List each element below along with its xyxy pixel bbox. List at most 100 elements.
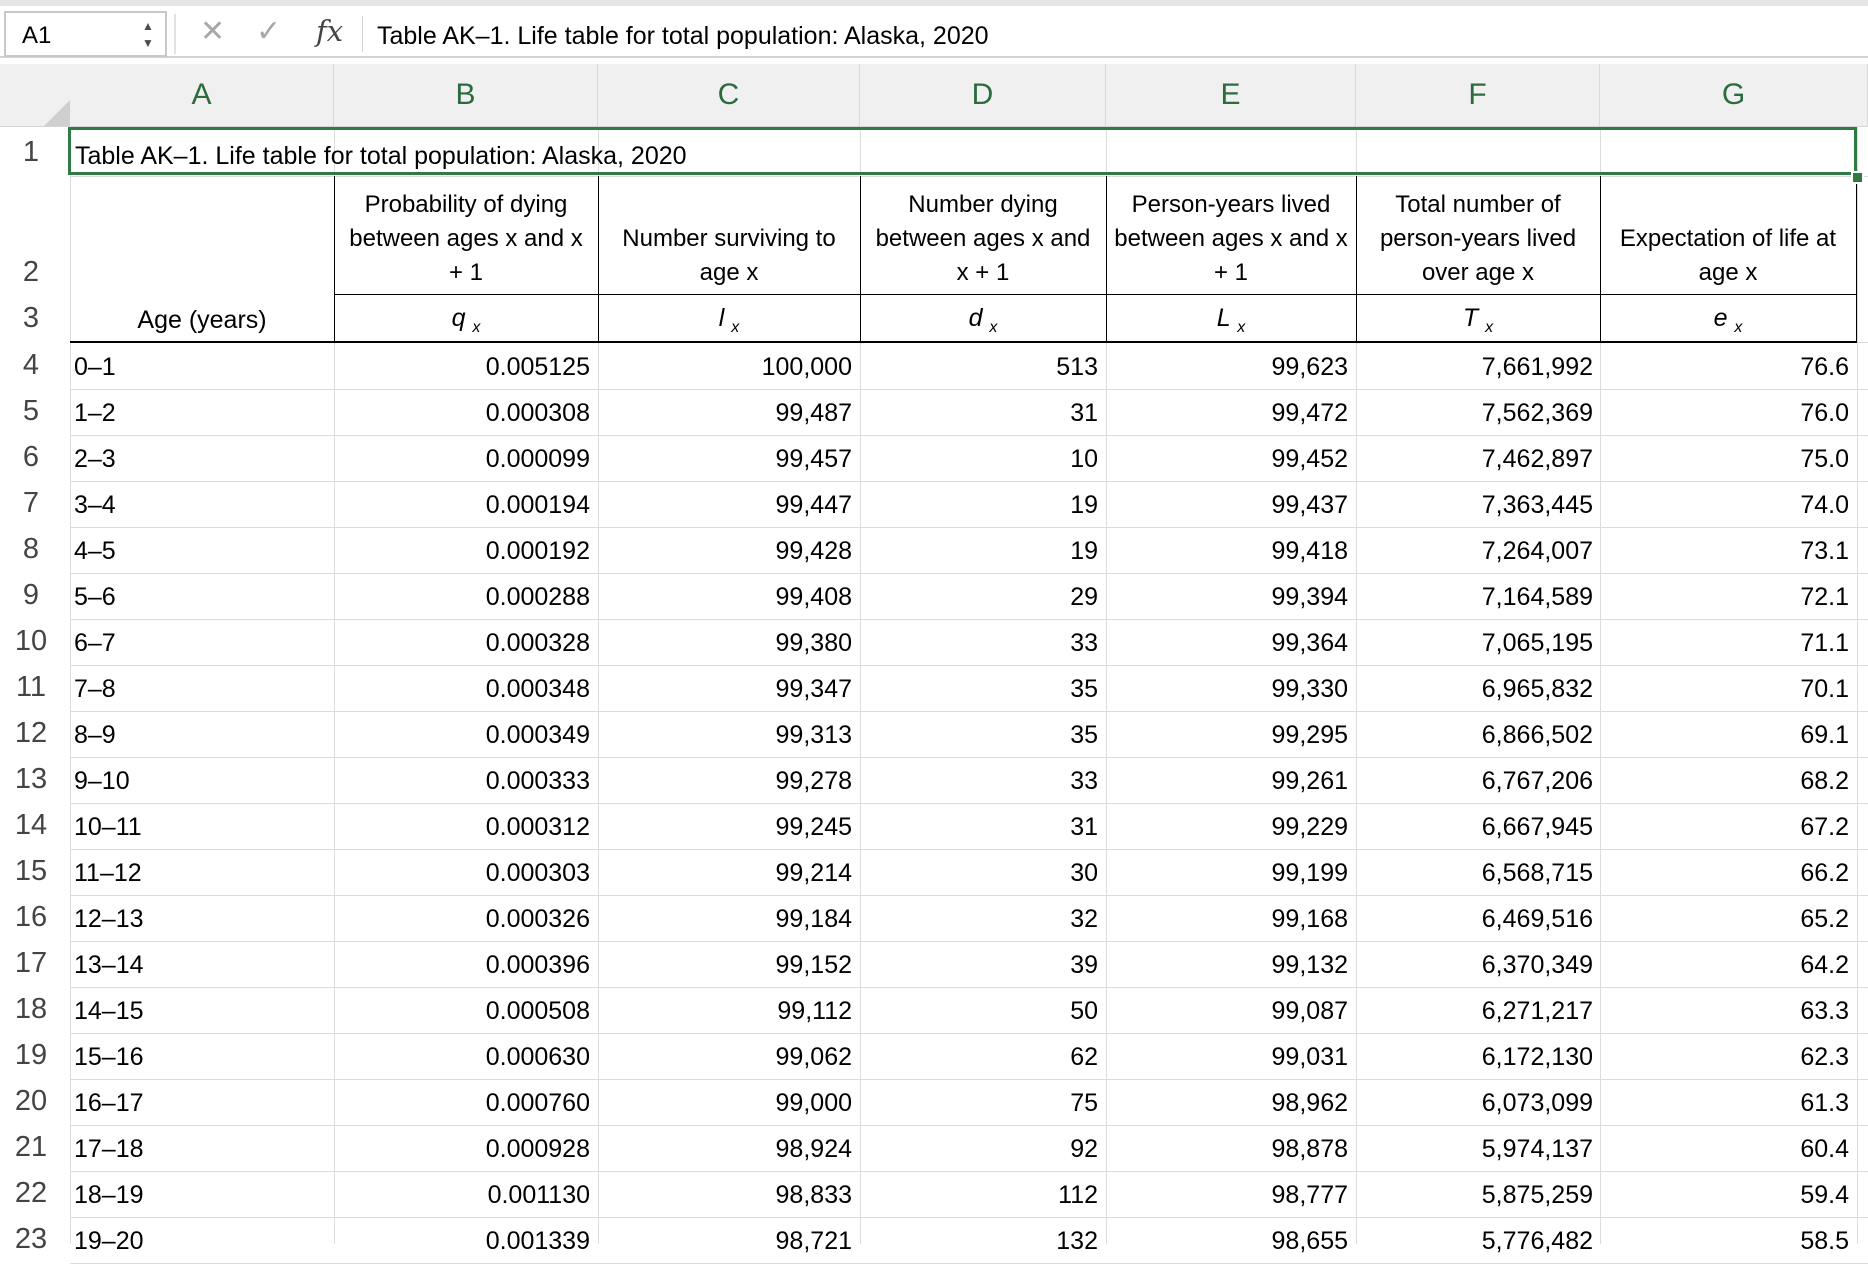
cell-dx[interactable]: 75 (1070, 1089, 1098, 1117)
header-total-person-years[interactable]: Total number of person-years lived over … (1356, 188, 1600, 290)
name-box-stepper-icon[interactable]: ▲ ▼ (142, 19, 154, 50)
cell-age[interactable]: 18–19 (74, 1181, 144, 1209)
cell-Lx[interactable]: 99,394 (1271, 583, 1348, 611)
row-header[interactable]: 9 (22, 579, 40, 611)
cell-Lx[interactable]: 99,199 (1271, 859, 1348, 887)
cell-dx[interactable]: 33 (1070, 767, 1098, 795)
cell-lx[interactable]: 99,152 (775, 951, 852, 979)
cell-Tx[interactable]: 6,469,516 (1481, 905, 1593, 933)
cell-Lx[interactable]: 99,364 (1271, 629, 1348, 657)
cell-qx[interactable]: 0.000192 (485, 537, 590, 565)
cell-ex[interactable]: 69.1 (1800, 721, 1849, 749)
cell-ex[interactable]: 70.1 (1800, 675, 1849, 703)
cell-Tx[interactable]: 6,172,130 (1481, 1043, 1593, 1071)
header-number-dying[interactable]: Number dying between ages x and x + 1 (860, 188, 1106, 290)
cell-dx[interactable]: 39 (1070, 951, 1098, 979)
header-person-years-lived[interactable]: Person-years lived between ages x and x … (1106, 188, 1356, 290)
cell-qx[interactable]: 0.000303 (485, 859, 590, 887)
cell-age[interactable]: 6–7 (74, 629, 116, 657)
column-header-b[interactable]: B (334, 64, 598, 126)
row-header[interactable]: 22 (14, 1177, 48, 1209)
cell-age[interactable]: 16–17 (74, 1089, 144, 1117)
cell-lx[interactable]: 99,062 (775, 1043, 852, 1071)
cell-ex[interactable]: 76.6 (1800, 353, 1849, 381)
cell-lx[interactable]: 99,487 (775, 399, 852, 427)
cell-dx[interactable]: 10 (1070, 445, 1098, 473)
cell-Lx[interactable]: 99,132 (1271, 951, 1348, 979)
cell-Tx[interactable]: 7,164,589 (1481, 583, 1593, 611)
cell-dx[interactable]: 31 (1070, 399, 1098, 427)
cell-qx[interactable]: 0.000194 (485, 491, 590, 519)
select-all-triangle-icon[interactable] (44, 100, 70, 126)
cell-lx[interactable]: 99,245 (775, 813, 852, 841)
cell-Lx[interactable]: 98,655 (1271, 1227, 1348, 1255)
cell-qx[interactable]: 0.000333 (485, 767, 590, 795)
cell-Lx[interactable]: 98,962 (1271, 1089, 1348, 1117)
column-header-e[interactable]: E (1106, 64, 1356, 126)
row-header[interactable]: 17 (14, 947, 48, 979)
row-header[interactable]: 20 (14, 1085, 48, 1117)
cell-lx[interactable]: 99,214 (775, 859, 852, 887)
cell-lx[interactable]: 99,184 (775, 905, 852, 933)
cell-dx[interactable]: 92 (1070, 1135, 1098, 1163)
cell-Lx[interactable]: 99,261 (1271, 767, 1348, 795)
cell-age[interactable]: 13–14 (74, 951, 144, 979)
cell-Tx[interactable]: 5,776,482 (1481, 1227, 1593, 1255)
cell-Lx[interactable]: 99,295 (1271, 721, 1348, 749)
cell-Lx[interactable]: 99,452 (1271, 445, 1348, 473)
cell-ex[interactable]: 58.5 (1800, 1227, 1849, 1255)
cell-age[interactable]: 14–15 (74, 997, 144, 1025)
cell-lx[interactable]: 99,000 (775, 1089, 852, 1117)
cell-dx[interactable]: 62 (1070, 1043, 1098, 1071)
cell-age[interactable]: 5–6 (74, 583, 116, 611)
cell-Tx[interactable]: 7,264,007 (1481, 537, 1593, 565)
cell-dx[interactable]: 19 (1070, 537, 1098, 565)
cell-age[interactable]: 3–4 (74, 491, 116, 519)
row-header[interactable]: 16 (14, 901, 48, 933)
cell-ex[interactable]: 60.4 (1800, 1135, 1849, 1163)
select-all-corner[interactable] (0, 64, 70, 126)
cell-Lx[interactable]: 99,472 (1271, 399, 1348, 427)
cell-Tx[interactable]: 7,661,992 (1481, 353, 1593, 381)
cell-lx[interactable]: 99,380 (775, 629, 852, 657)
cell-age[interactable]: 12–13 (74, 905, 144, 933)
row-header[interactable]: 11 (15, 671, 47, 703)
cell-lx[interactable]: 99,313 (775, 721, 852, 749)
column-header-c[interactable]: C (598, 64, 860, 126)
cell-Tx[interactable]: 6,767,206 (1481, 767, 1593, 795)
row-header[interactable]: 5 (22, 395, 40, 427)
cell-lx[interactable]: 99,347 (775, 675, 852, 703)
cell-dx[interactable]: 50 (1070, 997, 1098, 1025)
cell-a1-title[interactable]: Table AK–1. Life table for total populat… (75, 142, 687, 170)
cell-Lx[interactable]: 99,437 (1271, 491, 1348, 519)
cell-ex[interactable]: 61.3 (1800, 1089, 1849, 1117)
cell-ex[interactable]: 62.3 (1800, 1043, 1849, 1071)
cell-dx[interactable]: 33 (1070, 629, 1098, 657)
cell-ex[interactable]: 68.2 (1800, 767, 1849, 795)
cell-lx[interactable]: 98,924 (775, 1135, 852, 1163)
cell-qx[interactable]: 0.000396 (485, 951, 590, 979)
cell-Lx[interactable]: 99,168 (1271, 905, 1348, 933)
column-header-d[interactable]: D (860, 64, 1106, 126)
cell-qx[interactable]: 0.000312 (485, 813, 590, 841)
column-header-f[interactable]: F (1356, 64, 1600, 126)
cell-qx[interactable]: 0.005125 (485, 353, 590, 381)
header-probability-dying[interactable]: Probability of dying between ages x and … (334, 188, 598, 290)
symbol-qx[interactable]: q x (334, 304, 598, 337)
row-header[interactable]: 12 (14, 717, 48, 749)
cell-age[interactable]: 8–9 (74, 721, 116, 749)
row-header[interactable]: 18 (14, 993, 48, 1025)
cell-qx[interactable]: 0.000328 (485, 629, 590, 657)
row-header-2[interactable]: 2 (22, 256, 40, 288)
cell-qx[interactable]: 0.000349 (485, 721, 590, 749)
cell-age[interactable]: 17–18 (74, 1135, 144, 1163)
cell-Lx[interactable]: 99,330 (1271, 675, 1348, 703)
row-header[interactable]: 7 (22, 487, 40, 519)
row-header-1[interactable]: 1 (22, 136, 40, 168)
symbol-Tx[interactable]: T x (1356, 304, 1600, 337)
symbol-lx[interactable]: l x (598, 304, 860, 337)
cell-ex[interactable]: 64.2 (1800, 951, 1849, 979)
cell-Tx[interactable]: 7,462,897 (1481, 445, 1593, 473)
cell-age[interactable]: 10–11 (74, 813, 142, 841)
row-header[interactable]: 21 (14, 1131, 48, 1163)
